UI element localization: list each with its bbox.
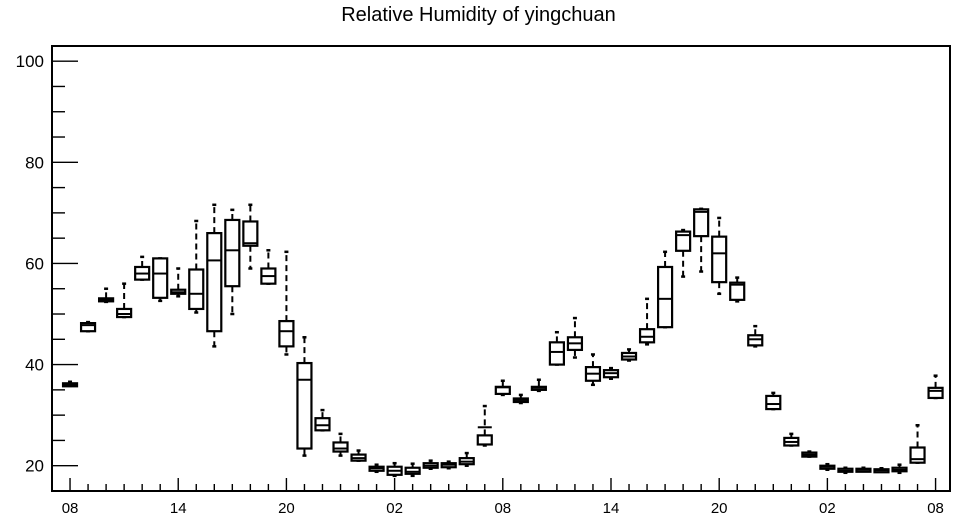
box-item <box>97 287 115 304</box>
box-item <box>332 432 349 457</box>
x-tick-label: 20 <box>278 500 295 517</box>
x-tick-label: 14 <box>170 500 187 517</box>
box-item <box>494 379 511 397</box>
box-item <box>206 203 223 348</box>
box-item <box>79 320 97 333</box>
box-iqr <box>404 466 421 475</box>
box-item <box>458 451 475 467</box>
box-item <box>927 374 944 400</box>
box-item <box>729 276 746 303</box>
x-tick-label: 08 <box>62 500 79 517</box>
box-item <box>638 297 656 346</box>
box-iqr <box>656 265 674 329</box>
box-item <box>783 432 800 447</box>
box-iqr <box>927 386 944 400</box>
plot-frame <box>51 45 951 492</box>
box-item <box>440 460 457 470</box>
chart-title: Relative Humidity of yingchuan <box>341 4 616 26</box>
box-item <box>801 450 818 458</box>
box-item <box>891 463 908 475</box>
box-item <box>188 219 205 314</box>
box-iqr <box>548 341 565 366</box>
box-item <box>837 466 854 475</box>
box-item <box>855 466 872 473</box>
box-item <box>765 391 782 411</box>
box-item <box>170 267 187 298</box>
box-item <box>134 255 151 281</box>
box-item <box>909 424 926 464</box>
box-item <box>386 461 403 478</box>
box-item <box>368 463 385 474</box>
box-item <box>512 393 529 405</box>
box-item <box>314 408 331 432</box>
y-axis: 20 40 60 80 100 <box>16 52 78 476</box>
box-iqr <box>476 434 493 446</box>
y-tick-label: 60 <box>25 254 44 273</box>
box-item <box>711 216 728 296</box>
box-item <box>819 462 836 472</box>
box-iqr <box>675 230 692 252</box>
box-iqr <box>296 361 313 450</box>
box-iqr <box>711 235 728 284</box>
box-iqr <box>242 220 259 247</box>
box-iqr <box>314 417 331 432</box>
box-item <box>278 250 295 356</box>
box-iqr <box>79 322 97 333</box>
box-iqr <box>747 334 764 347</box>
box-iqr <box>332 441 349 453</box>
box-item <box>656 250 674 329</box>
y-tick-label: 40 <box>25 356 44 375</box>
box-iqr <box>206 232 223 333</box>
box-item <box>675 228 692 278</box>
box-item <box>242 203 259 270</box>
x-tick-label: 14 <box>603 500 620 517</box>
y-tick-label: 100 <box>16 52 44 71</box>
box-item <box>566 316 584 359</box>
box-iqr <box>278 319 295 348</box>
box-item <box>61 380 79 388</box>
box-iqr <box>116 307 133 319</box>
y-tick-label: 20 <box>25 457 44 476</box>
box-item <box>296 336 313 457</box>
box-item <box>602 366 620 380</box>
box-item <box>260 249 277 285</box>
y-tick-label: 80 <box>25 153 44 172</box>
x-axis: 08 14 20 02 08 14 20 02 08 <box>62 478 944 517</box>
box-item <box>152 257 169 303</box>
box-iqr <box>152 257 169 299</box>
box-iqr <box>693 208 710 238</box>
box-item <box>584 353 602 387</box>
box-item <box>620 348 638 362</box>
x-tick-label: 20 <box>711 500 728 517</box>
box-iqr <box>224 218 241 288</box>
box-iqr <box>638 328 656 344</box>
box-item <box>350 449 367 462</box>
box-item <box>530 378 547 393</box>
box-item <box>224 208 241 316</box>
box-item <box>693 207 710 273</box>
x-tick-label: 02 <box>819 500 836 517</box>
box-item <box>422 459 439 470</box>
box-item <box>116 282 133 319</box>
x-tick-label: 08 <box>494 500 511 517</box>
box-iqr <box>729 281 746 301</box>
box-iqr <box>188 268 205 311</box>
x-tick-label: 02 <box>386 500 403 517</box>
x-tick-label: 08 <box>927 500 944 517</box>
box-item <box>873 466 890 474</box>
box-item <box>747 324 764 348</box>
box-item <box>404 462 421 478</box>
box-item <box>548 330 565 366</box>
box-series <box>61 203 944 478</box>
box-iqr <box>765 394 782 411</box>
box-iqr <box>909 446 926 464</box>
box-item <box>476 404 493 447</box>
